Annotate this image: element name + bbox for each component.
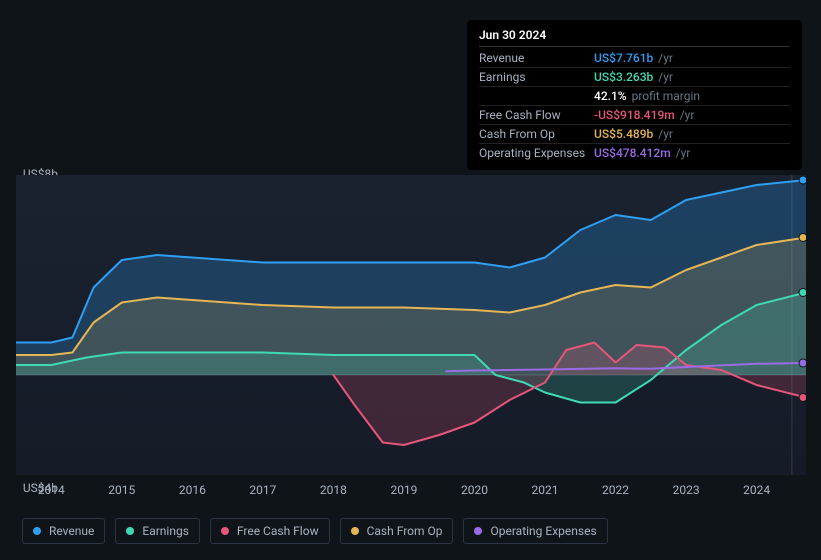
chart-container: US$8bUS$0-US$4b <box>16 155 806 475</box>
tooltip-row: Cash From OpUS$5.489b /yr <box>479 125 790 144</box>
chart-legend: Revenue Earnings Free Cash Flow Cash From O… <box>22 518 608 544</box>
legend-label: Earnings <box>142 524 189 538</box>
x-axis-tick: 2021 <box>532 483 559 497</box>
x-axis-tick: 2023 <box>673 483 700 497</box>
legend-color-dot <box>474 527 482 535</box>
tooltip-metric-label: Earnings <box>479 70 594 84</box>
tooltip-metric-label: Revenue <box>479 51 594 65</box>
x-axis-tick: 2020 <box>461 483 488 497</box>
x-axis-tick: 2017 <box>249 483 276 497</box>
x-axis-tick: 2022 <box>602 483 629 497</box>
x-axis-tick: 2015 <box>108 483 135 497</box>
x-axis-tick: 2018 <box>320 483 347 497</box>
legend-label: Cash From Op <box>367 524 443 538</box>
legend-item[interactable]: Earnings <box>115 518 200 544</box>
tooltip-metric-value: -US$918.419m /yr <box>594 108 694 122</box>
tooltip-row: 42.1% profit margin <box>479 87 790 106</box>
tooltip-metric-value: US$3.263b /yr <box>594 70 673 84</box>
tooltip-metric-value: US$7.761b /yr <box>594 51 673 65</box>
legend-label: Revenue <box>49 524 94 538</box>
legend-label: Free Cash Flow <box>237 524 319 538</box>
legend-color-dot <box>221 527 229 535</box>
tooltip-metric-label: Free Cash Flow <box>479 108 594 122</box>
legend-color-dot <box>33 527 41 535</box>
x-axis-tick: 2014 <box>38 483 65 497</box>
x-axis: 2014 2015 2016 2017 2018 2019 2020 2021 2022 2023… <box>16 483 806 503</box>
tooltip-row: Operating ExpensesUS$478.412m /yr <box>479 144 790 162</box>
legend-color-dot <box>126 527 134 535</box>
data-tooltip: Jun 30 2024 RevenueUS$7.761b /yrEarnings… <box>467 20 802 170</box>
legend-item[interactable]: Free Cash Flow <box>210 518 330 544</box>
tooltip-metric-label: Cash From Op <box>479 127 594 141</box>
tooltip-date: Jun 30 2024 <box>479 28 790 47</box>
tooltip-row: RevenueUS$7.761b /yr <box>479 49 790 68</box>
x-axis-tick: 2024 <box>743 483 770 497</box>
tooltip-metric-value: 42.1% profit margin <box>594 89 700 103</box>
tooltip-row: EarningsUS$3.263b /yr <box>479 68 790 87</box>
legend-item[interactable]: Revenue <box>22 518 105 544</box>
tooltip-metric-label: Operating Expenses <box>479 146 594 160</box>
chart-plot-area[interactable] <box>16 175 806 475</box>
tooltip-metric-value: US$478.412m /yr <box>594 146 690 160</box>
x-axis-tick: 2019 <box>390 483 417 497</box>
legend-item[interactable]: Cash From Op <box>340 518 454 544</box>
legend-color-dot <box>351 527 359 535</box>
tooltip-metric-label <box>479 89 594 103</box>
legend-label: Operating Expenses <box>490 524 596 538</box>
tooltip-metric-value: US$5.489b /yr <box>594 127 673 141</box>
x-axis-tick: 2016 <box>179 483 206 497</box>
legend-item[interactable]: Operating Expenses <box>463 518 607 544</box>
tooltip-row: Free Cash Flow-US$918.419m /yr <box>479 106 790 125</box>
